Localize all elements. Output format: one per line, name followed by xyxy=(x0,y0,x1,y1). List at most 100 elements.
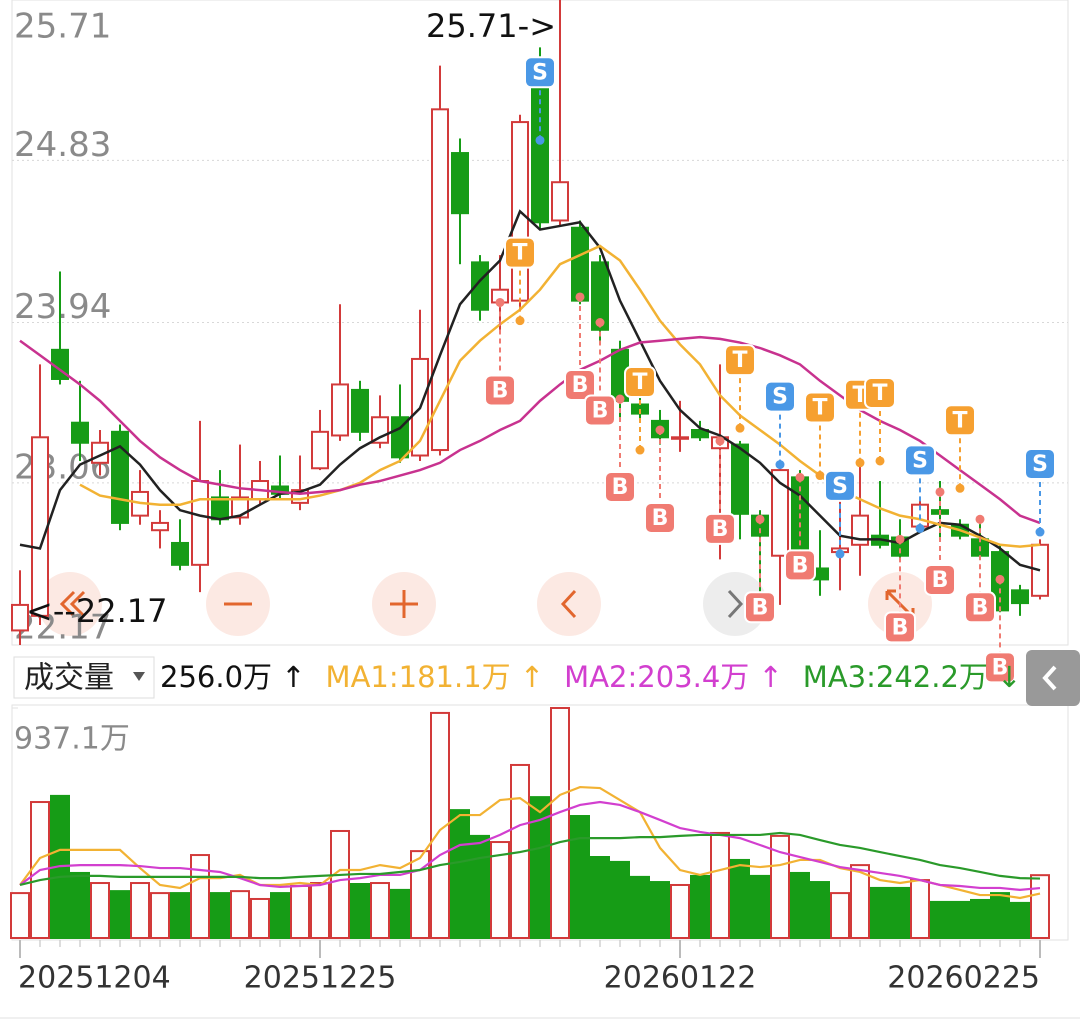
volume-bar xyxy=(110,890,130,940)
signal-dot xyxy=(855,458,865,468)
candle-body xyxy=(151,521,169,532)
signal-dot xyxy=(1035,527,1045,537)
signal-badge xyxy=(864,376,896,409)
signal-badge xyxy=(1024,448,1056,481)
volume-header-item: MA3:242.2万 ↓ xyxy=(803,660,1022,694)
scroll-left[interactable] xyxy=(537,572,601,636)
volume-bar xyxy=(550,707,570,939)
volume-bar xyxy=(430,711,450,939)
candle-body xyxy=(771,469,789,557)
signal-dot xyxy=(515,316,525,326)
icon xyxy=(59,590,86,618)
volume-bar xyxy=(1030,874,1050,939)
volume-bar xyxy=(610,860,630,939)
volume-bar xyxy=(970,898,990,939)
price-ma-line xyxy=(19,335,1041,525)
signal-label: B xyxy=(572,373,589,398)
volume-bar xyxy=(370,882,390,939)
volume-bar xyxy=(770,834,790,939)
volume-bar xyxy=(630,875,650,939)
collapse-button[interactable] xyxy=(1026,650,1080,706)
min-annotation: <--22.17 xyxy=(26,592,168,630)
signal-badge xyxy=(984,651,1016,684)
volume-bar xyxy=(390,888,410,940)
signal-label: S xyxy=(532,60,548,85)
icon xyxy=(390,590,418,618)
signal-badge xyxy=(924,563,956,596)
signal-dot xyxy=(735,423,745,433)
dropdown-arrow[interactable] xyxy=(133,672,145,681)
signal-label: T xyxy=(952,408,967,433)
candle-body xyxy=(551,181,569,222)
candle-body xyxy=(331,383,349,437)
controls xyxy=(38,572,932,636)
volume-header-item: 256.0万 ↑ xyxy=(160,660,306,694)
signal-label: T xyxy=(632,370,647,395)
volume-bar xyxy=(490,841,510,939)
volume-selector[interactable] xyxy=(13,656,155,699)
signal-dot xyxy=(795,472,805,482)
signal-label: T xyxy=(872,381,887,406)
signal-label: T xyxy=(812,396,827,421)
signal-badge xyxy=(704,512,736,545)
volume-header-item: MA1:181.1万 ↑ xyxy=(326,660,545,694)
volume-bar xyxy=(330,829,350,940)
signal-dot xyxy=(715,436,725,446)
signal-dot xyxy=(575,292,585,302)
y-tick-label: 23.94 xyxy=(14,287,111,327)
x-tick-label: 20260122 xyxy=(604,961,757,996)
max-annotation: 25.71-> xyxy=(426,7,556,45)
signal-badge xyxy=(964,591,996,624)
signal-label: T xyxy=(732,348,747,373)
x-tick-label: 20251204 xyxy=(18,961,171,996)
volume-bar xyxy=(710,831,730,939)
y-tick-label: 22.17 xyxy=(14,608,111,648)
volume-title: 成交量 xyxy=(24,661,114,696)
candle-body xyxy=(571,226,589,302)
signal-badge xyxy=(744,591,776,624)
signal-label: B xyxy=(792,553,809,578)
volume-bar xyxy=(850,864,870,940)
candle-body xyxy=(211,496,229,521)
volume-bar xyxy=(90,882,110,939)
candle-body xyxy=(1011,589,1029,605)
candle-body xyxy=(311,430,329,470)
volume-bar xyxy=(990,892,1010,940)
candle-body xyxy=(391,416,409,459)
volume-bar xyxy=(530,796,550,939)
signal-badge xyxy=(584,394,616,427)
signal-label: T xyxy=(512,241,527,266)
volume-bar xyxy=(70,871,90,940)
candle-body xyxy=(191,480,209,566)
signal-dot xyxy=(955,483,965,493)
volume-bar xyxy=(730,858,750,939)
signal-badge xyxy=(724,344,756,377)
y-tick-label: 24.83 xyxy=(14,125,111,165)
volume-bar xyxy=(170,892,190,940)
signal-badge xyxy=(524,56,556,89)
y-tick-label: 937.1万 xyxy=(14,722,130,757)
volume-bar xyxy=(190,854,210,939)
signal-badge xyxy=(804,391,836,424)
candle-body xyxy=(591,261,609,331)
candle-body xyxy=(11,603,29,632)
candle-body xyxy=(471,261,489,311)
candle-body xyxy=(71,421,89,444)
signal-label: B xyxy=(712,517,729,542)
signal-label: S xyxy=(772,385,788,410)
volume-ma-line xyxy=(19,785,1041,900)
volume-bar xyxy=(930,900,950,939)
candle-body xyxy=(531,75,549,224)
signal-label: B xyxy=(992,655,1009,680)
volume-bar xyxy=(470,834,490,939)
signal-badge xyxy=(884,611,916,644)
volume-bar xyxy=(270,892,290,940)
signal-badge xyxy=(504,236,536,269)
volume-bar xyxy=(590,856,610,939)
signal-badge xyxy=(824,469,856,502)
x-tick-label: 20251225 xyxy=(244,961,397,996)
signal-dot xyxy=(815,471,825,481)
signal-dot xyxy=(895,534,905,544)
